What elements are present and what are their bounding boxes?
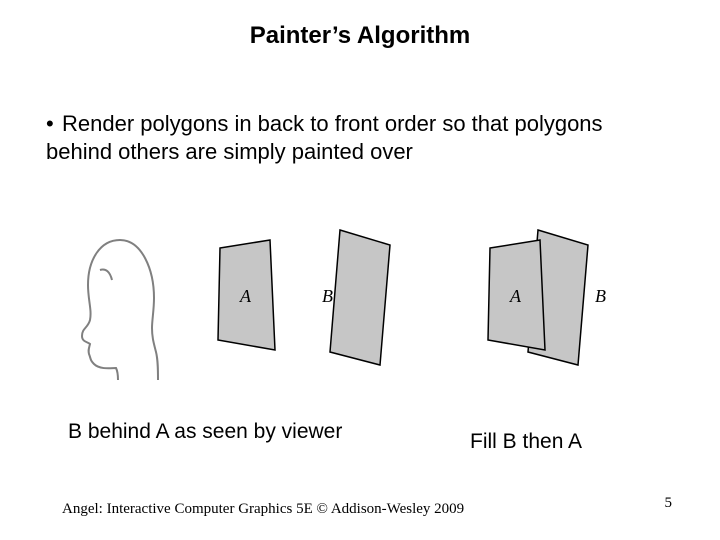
polygon-b-left — [330, 230, 390, 365]
caption-left: B behind A as seen by viewer — [68, 420, 342, 444]
label-b-right: B — [595, 286, 606, 306]
caption-right: Fill B then A — [470, 430, 582, 454]
bullet-item: •Render polygons in back to front order … — [46, 110, 674, 165]
label-a-right: A — [509, 286, 522, 306]
bullet-text: Render polygons in back to front order s… — [46, 111, 603, 164]
bullet-dot: • — [46, 110, 62, 138]
viewer-head-icon — [82, 240, 158, 380]
figure-svg: A B A B — [60, 210, 660, 380]
slide-title: Painter’s Algorithm — [0, 22, 720, 50]
label-b-left: B — [322, 286, 333, 306]
footer-text: Angel: Interactive Computer Graphics 5E … — [62, 501, 464, 518]
slide: Painter’s Algorithm •Render polygons in … — [0, 0, 720, 540]
page-number: 5 — [665, 495, 673, 512]
label-a-left: A — [239, 286, 252, 306]
figure: A B A B — [60, 210, 660, 380]
